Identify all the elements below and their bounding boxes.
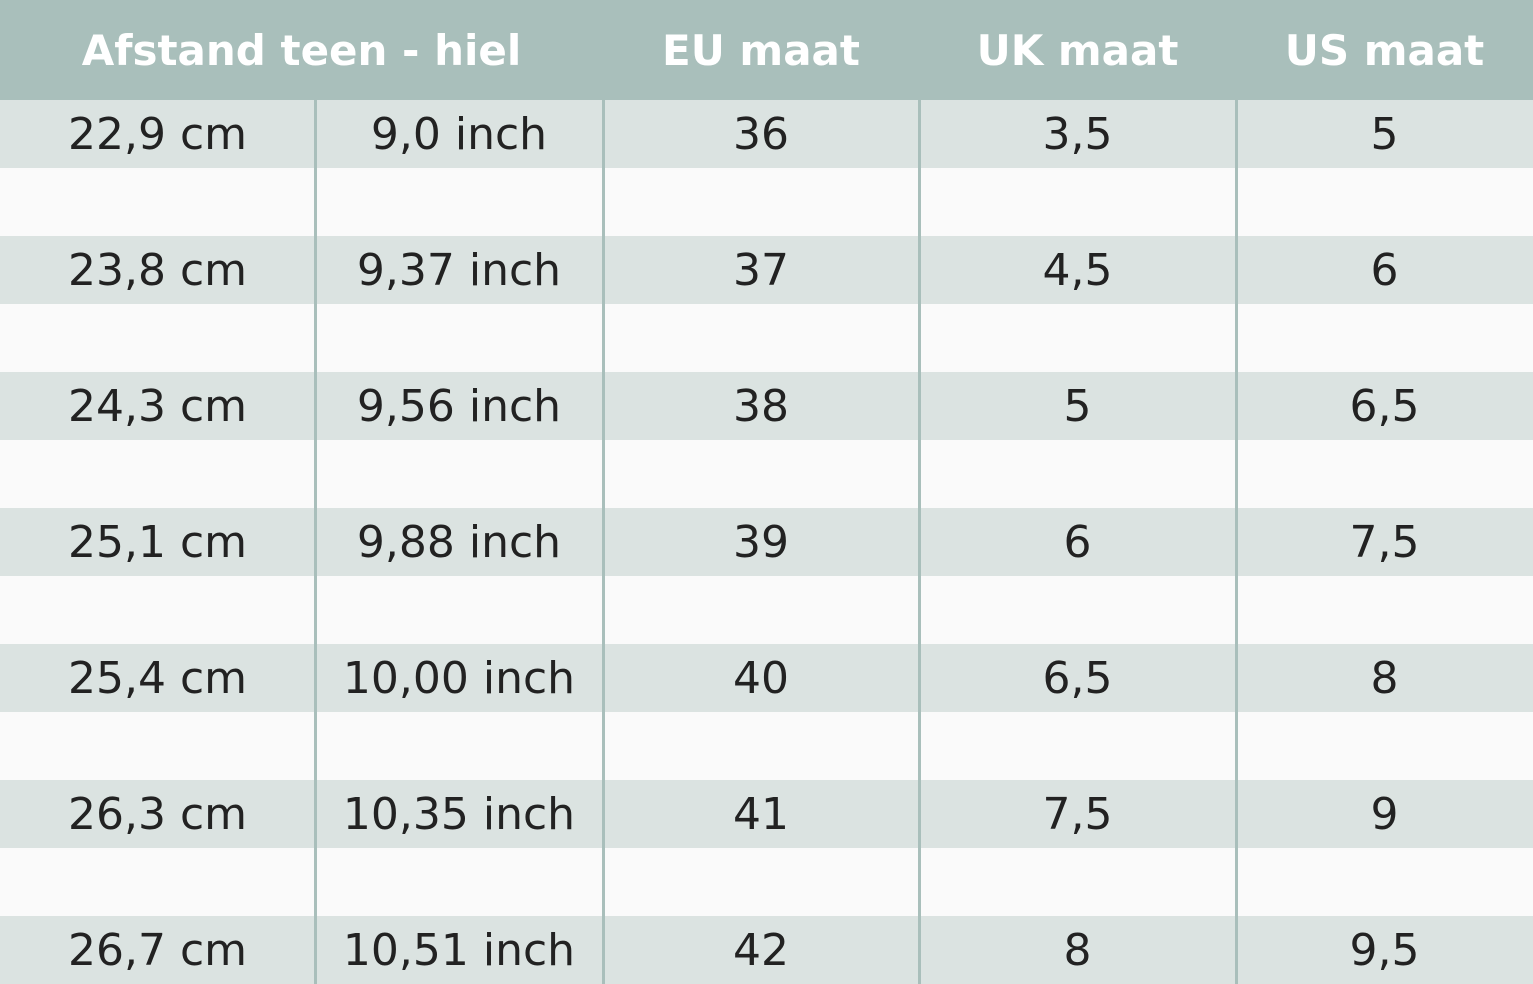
header-cell: UK maat — [976, 25, 1179, 75]
table-cell: 10,51 inch — [342, 924, 576, 976]
column-divider — [314, 100, 317, 984]
header-band — [0, 0, 1533, 100]
row-band — [0, 780, 1533, 848]
table-cell: 42 — [733, 924, 789, 976]
table-cell: 41 — [733, 788, 789, 840]
table-cell: 9,56 inch — [356, 380, 562, 432]
table-cell: 10,00 inch — [342, 652, 576, 704]
header-cell: US maat — [1284, 25, 1485, 75]
row-band — [0, 100, 1533, 168]
table-cell: 9,0 inch — [370, 108, 548, 160]
table-cell: 9,37 inch — [356, 244, 562, 296]
table-cell: 10,35 inch — [342, 788, 576, 840]
column-divider — [1235, 100, 1238, 984]
table-cell: 9,88 inch — [356, 516, 562, 568]
table-cell: 37 — [733, 244, 789, 296]
table-cell: 25,1 cm — [67, 516, 247, 568]
table-cell: 4,5 — [1042, 244, 1113, 296]
table-cell: 36 — [733, 108, 789, 160]
table-cell: 7,5 — [1042, 788, 1113, 840]
table-cell: 26,3 cm — [67, 788, 247, 840]
row-band — [0, 372, 1533, 440]
row-band — [0, 508, 1533, 576]
table-cell: 7,5 — [1349, 516, 1420, 568]
header-cell: EU maat — [662, 25, 860, 75]
column-divider — [918, 100, 921, 984]
table-cell: 23,8 cm — [67, 244, 247, 296]
table-cell: 6,5 — [1042, 652, 1113, 704]
table-cell: 5 — [1370, 108, 1399, 160]
column-divider — [602, 100, 605, 984]
table-cell: 8 — [1370, 652, 1399, 704]
table-cell: 40 — [733, 652, 789, 704]
table-cell: 9 — [1370, 788, 1399, 840]
table-cell: 6 — [1370, 244, 1399, 296]
table-cell: 8 — [1063, 924, 1092, 976]
header-cell: Afstand teen - hiel — [81, 25, 522, 75]
table-cell: 39 — [733, 516, 789, 568]
table-cell: 25,4 cm — [67, 652, 247, 704]
row-band — [0, 916, 1533, 984]
row-band — [0, 644, 1533, 712]
table-cell: 24,3 cm — [67, 380, 247, 432]
table-cell: 38 — [733, 380, 789, 432]
table-cell: 26,7 cm — [67, 924, 247, 976]
table-cell: 9,5 — [1349, 924, 1420, 976]
table-cell: 6 — [1063, 516, 1092, 568]
table-cell: 6,5 — [1349, 380, 1420, 432]
table-cell: 22,9 cm — [67, 108, 247, 160]
table-cell: 3,5 — [1042, 108, 1113, 160]
table-cell: 5 — [1063, 380, 1092, 432]
row-band — [0, 236, 1533, 304]
